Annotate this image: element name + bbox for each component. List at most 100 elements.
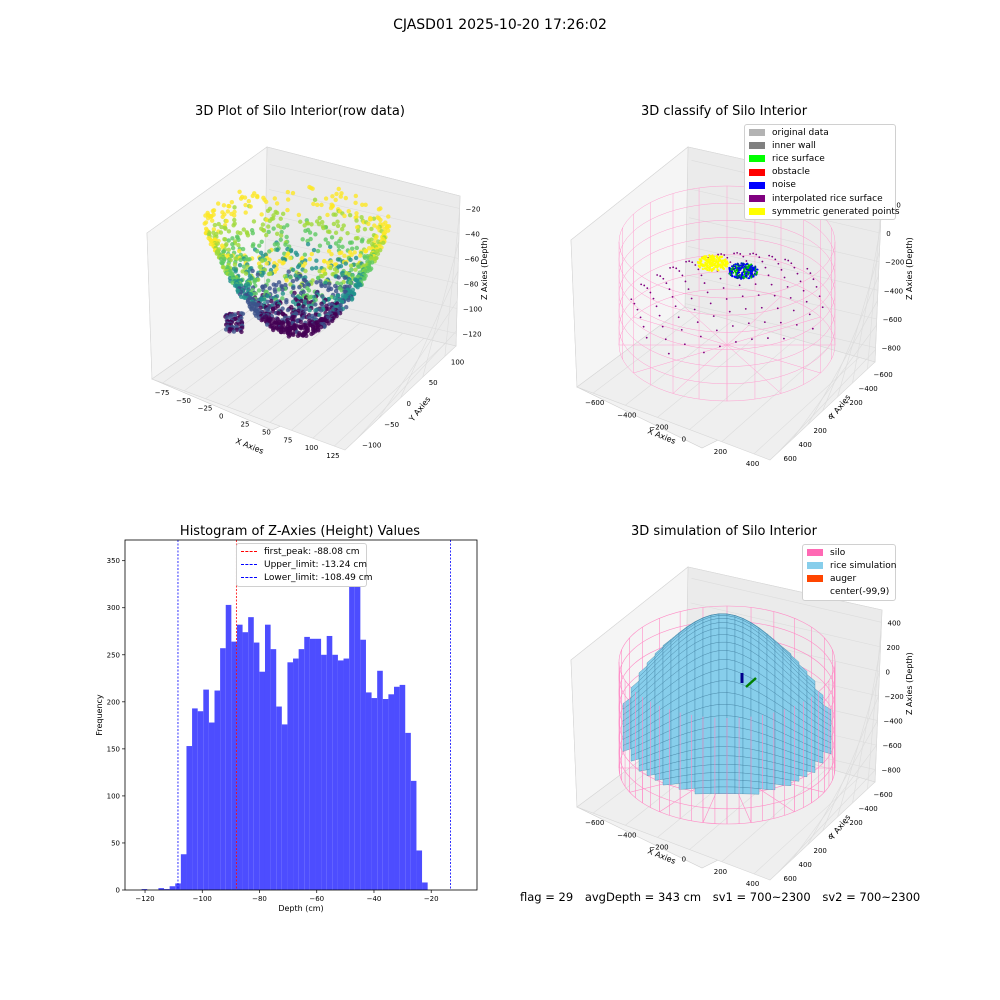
classify-interpolated-point [636, 308, 639, 311]
raw-data-point [259, 317, 264, 323]
classify-grid-line [837, 251, 880, 398]
raw-data-point [326, 287, 331, 293]
classify-interpolated-point [780, 268, 783, 271]
raw-data-point [342, 213, 347, 219]
simulation-surface-cell [718, 786, 728, 794]
raw-data-point [238, 196, 244, 201]
raw-data-point [294, 277, 299, 282]
simulation-legend-swatch [807, 575, 823, 583]
classify-interpolated-point [787, 259, 790, 262]
raw-data-point [353, 236, 359, 241]
raw-data-point [355, 285, 360, 290]
raw-data-point [367, 217, 373, 222]
raw-data-point [259, 239, 264, 244]
raw-data-point [297, 285, 302, 290]
classify-rice-point [749, 272, 752, 275]
raw-data-point [333, 197, 338, 203]
histogram-bar [343, 658, 350, 890]
histogram-bar [225, 604, 232, 890]
simulation-legend-entry: rice simulation [803, 559, 896, 572]
raw-z-tick-label: −40 [465, 231, 480, 239]
raw-data-point [333, 241, 339, 246]
raw-data-point [288, 248, 294, 254]
histogram-bar [214, 690, 221, 890]
classify-interpolated-point [792, 309, 795, 312]
raw-data-point [245, 233, 251, 238]
classify-grid-line [689, 217, 880, 262]
raw-data-point [230, 242, 235, 247]
classify-interpolated-point [661, 325, 664, 328]
raw-data-point [274, 282, 279, 288]
classify-x-tick-label: −600 [585, 399, 604, 407]
classify-interpolated-point [799, 280, 802, 283]
classify-symmetric-point [708, 255, 712, 258]
histogram-y-tick-label: 200 [107, 698, 120, 706]
simulation-surface-cell [758, 759, 768, 769]
raw-data-point [320, 219, 325, 225]
classify-symmetric-point [715, 259, 718, 262]
raw-data-point [232, 262, 238, 267]
classify-interpolated-point [757, 294, 760, 297]
simulation-y-tick-label: 400 [799, 861, 812, 869]
histogram-bar [169, 886, 176, 890]
classify-interpolated-point [783, 276, 786, 279]
raw-z-axis-label: Z Axies (Depth) [480, 237, 489, 300]
raw-data-point [306, 300, 311, 305]
classify-symmetric-point [717, 269, 720, 272]
raw-data-point [227, 204, 232, 209]
histogram-bar [242, 632, 249, 890]
simulation-surface-cell [702, 727, 712, 739]
simulation-grid-line [852, 646, 881, 804]
raw-x-tick-label: 100 [305, 444, 318, 452]
raw-data-point [338, 194, 343, 199]
raw-data-point [343, 261, 348, 266]
simulation-surface-cell [718, 755, 728, 765]
raw-data-point [211, 227, 217, 232]
classify-interpolated-point [668, 288, 671, 291]
classify-interpolated-point [690, 297, 693, 300]
raw-plot-title: 3D Plot of Silo Interior(row data) [195, 104, 405, 119]
raw-data-point [355, 228, 361, 233]
classify-silo-spoke [726, 316, 821, 346]
raw-data-point [285, 223, 290, 228]
raw-data-point [229, 199, 235, 205]
raw-data-point [274, 210, 280, 216]
raw-data-point [327, 281, 332, 286]
raw-data-point [314, 258, 319, 263]
raw-data-point [251, 219, 257, 224]
raw-data-point [279, 329, 284, 335]
classify-symmetric-point [724, 262, 728, 265]
raw-data-point [341, 223, 346, 228]
raw-data-point [325, 260, 331, 266]
raw-data-point [223, 226, 228, 231]
histogram-bar [281, 724, 288, 890]
classify-symmetric-point [725, 260, 729, 263]
raw-data-point [313, 232, 318, 237]
raw-data-point [360, 202, 365, 207]
raw-z-tick-label: −60 [464, 256, 479, 264]
raw-data-point [359, 239, 365, 244]
simulation-y-tick-label: 600 [784, 875, 797, 883]
simulation-plot-title: 3D simulation of Silo Interior [631, 524, 817, 539]
raw-data-point [303, 268, 308, 274]
raw-data-point [290, 278, 296, 284]
raw-data-point [323, 196, 329, 201]
raw-data-point [368, 256, 374, 261]
simulation-x-tick-label: −400 [617, 831, 636, 839]
raw-data-point [300, 237, 305, 242]
raw-data-point [280, 261, 285, 266]
raw-data-point [318, 324, 324, 330]
simulation-x-tick-label: 0 [682, 856, 686, 864]
raw-data-point [281, 225, 287, 230]
classify-interpolated-point [796, 272, 799, 275]
classify-interpolated-point [793, 266, 796, 269]
raw-data-point [303, 228, 308, 234]
classify-legend-label: noise [772, 180, 796, 191]
classify-interpolated-point [767, 274, 770, 277]
figure-title: CJASD01 2025-10-20 17:26:02 [393, 17, 607, 33]
raw-data-point [362, 255, 368, 261]
simulation-grid-line [690, 602, 881, 648]
simulation-legend-entry: auger [803, 572, 895, 585]
simulation-surface-cell [750, 739, 760, 752]
